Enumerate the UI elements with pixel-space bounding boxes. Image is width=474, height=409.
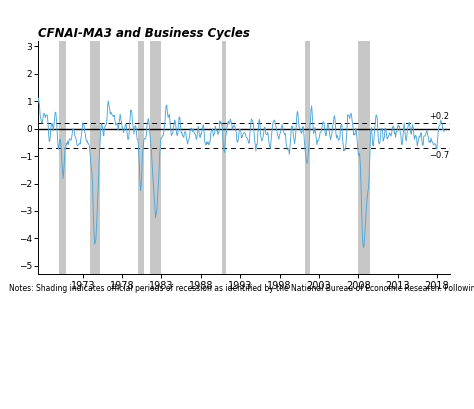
Bar — [90, 41, 100, 274]
Bar — [222, 41, 227, 274]
Bar — [357, 41, 370, 274]
Text: Notes: Shading indicates official periods of recession as identified by the Nati: Notes: Shading indicates official period… — [9, 284, 474, 293]
Text: CFNAI-MA3 and Business Cycles: CFNAI-MA3 and Business Cycles — [38, 27, 250, 40]
Text: +0.2: +0.2 — [429, 112, 449, 121]
Bar — [59, 41, 66, 274]
Bar — [138, 41, 144, 274]
Bar — [150, 41, 161, 274]
Text: −0.7: −0.7 — [429, 151, 449, 160]
Bar — [305, 41, 310, 274]
